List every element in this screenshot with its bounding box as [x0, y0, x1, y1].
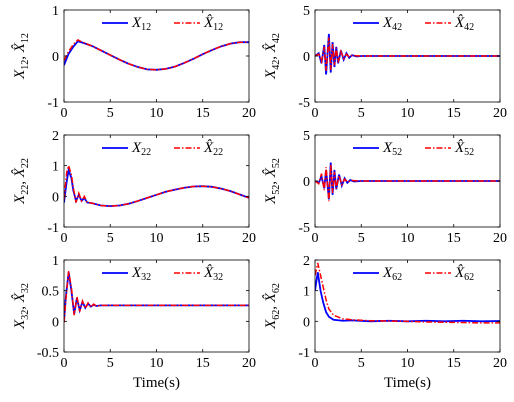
series-line-estimate — [315, 164, 500, 202]
y-tick-label: 0 — [52, 190, 59, 205]
legend-label-actual: X22 — [131, 140, 151, 158]
y-tick-label: 5 — [303, 129, 310, 144]
x-tick-label: 5 — [107, 106, 114, 121]
legend: X32 X̂32 — [102, 265, 223, 283]
series-line-actual — [315, 272, 500, 323]
legend-label-estimate: X̂32 — [203, 265, 223, 283]
legend: X52 X̂52 — [353, 140, 474, 158]
x-tick-label: 15 — [196, 231, 210, 246]
series-line-estimate — [64, 38, 249, 71]
legend-label-estimate: X̂22 — [203, 140, 223, 158]
series-line-estimate — [64, 270, 249, 323]
x-tick-label: 20 — [242, 106, 256, 121]
y-tick-label: -5 — [298, 96, 310, 111]
x-tick-label: 10 — [401, 106, 415, 121]
x-tick-label: 20 — [493, 231, 507, 246]
y-tick-label: 1 — [52, 4, 59, 19]
y-tick-label: 0 — [303, 50, 310, 65]
x-tick-label: 10 — [150, 356, 164, 371]
x-tick-label: 5 — [358, 231, 365, 246]
legend-label-actual: X32 — [131, 265, 151, 283]
legend-label-estimate: X̂52 — [454, 140, 474, 158]
series-line-estimate — [315, 37, 500, 71]
x-axis-label: Time(s) — [384, 375, 431, 391]
x-tick-label: 20 — [242, 356, 256, 371]
x-tick-label: 0 — [312, 106, 319, 121]
y-tick-label: 0 — [303, 175, 310, 190]
legend-label-actual: X62 — [382, 265, 402, 283]
y-axis-label: X32, X̂32 — [12, 283, 31, 330]
legend-label-actual: X52 — [382, 140, 402, 158]
y-tick-label: -5 — [298, 221, 310, 236]
y-tick-label: 1 — [52, 160, 59, 175]
y-tick-label: 2 — [303, 254, 310, 269]
x-tick-label: 5 — [107, 231, 114, 246]
x-tick-label: 15 — [447, 356, 461, 371]
x-tick-label: 20 — [493, 106, 507, 121]
y-tick-label: 0.5 — [42, 285, 60, 300]
x-tick-label: 0 — [61, 231, 68, 246]
x-tick-label: 15 — [196, 106, 210, 121]
y-axis-label: X22, X̂22 — [12, 158, 31, 205]
x-tick-label: 10 — [401, 231, 415, 246]
y-tick-label: 1 — [52, 254, 59, 269]
x-tick-label: 15 — [447, 231, 461, 246]
legend-label-actual: X12 — [131, 15, 151, 33]
legend: X12 X̂12 — [102, 15, 223, 33]
x-tick-label: 5 — [358, 356, 365, 371]
y-tick-label: 0 — [52, 315, 59, 330]
legend: X62 X̂62 — [353, 265, 474, 283]
x-tick-label: 0 — [61, 356, 68, 371]
x-tick-label: 10 — [150, 231, 164, 246]
x-tick-label: 15 — [196, 356, 210, 371]
x-tick-label: 20 — [242, 231, 256, 246]
legend: X42 X̂42 — [353, 15, 474, 33]
y-axis-label: X12, X̂12 — [12, 33, 31, 80]
legend: X22 X̂22 — [102, 140, 223, 158]
legend-label-actual: X42 — [382, 15, 402, 33]
x-tick-label: 0 — [61, 106, 68, 121]
series-line-actual — [315, 33, 500, 75]
legend-label-estimate: X̂62 — [454, 265, 474, 283]
series-line-estimate — [64, 163, 249, 207]
x-tick-label: 0 — [312, 356, 319, 371]
x-tick-label: 10 — [150, 106, 164, 121]
legend-label-estimate: X̂42 — [454, 15, 474, 33]
legend-label-estimate: X̂12 — [203, 15, 223, 33]
x-tick-label: 0 — [312, 231, 319, 246]
y-axis-label: X42, X̂42 — [263, 33, 282, 80]
y-tick-label: 2 — [52, 129, 59, 144]
x-axis-label: Time(s) — [133, 375, 180, 391]
y-tick-label: -1 — [47, 221, 59, 236]
y-tick-label: 0 — [52, 50, 59, 65]
x-tick-label: 5 — [107, 356, 114, 371]
y-tick-label: -1 — [298, 346, 310, 361]
y-tick-label: 0 — [303, 315, 310, 330]
y-tick-label: 5 — [303, 4, 310, 19]
y-axis-label: X62, X̂62 — [263, 283, 282, 330]
y-tick-label: -1 — [47, 96, 59, 111]
x-tick-label: 15 — [447, 106, 461, 121]
y-tick-label: 1 — [303, 285, 310, 300]
series-line-estimate — [315, 262, 500, 324]
y-tick-label: -0.5 — [37, 346, 59, 361]
x-tick-label: 10 — [401, 356, 415, 371]
x-tick-label: 5 — [358, 106, 365, 121]
y-axis-label: X52, X̂52 — [263, 158, 282, 205]
x-tick-label: 20 — [493, 356, 507, 371]
